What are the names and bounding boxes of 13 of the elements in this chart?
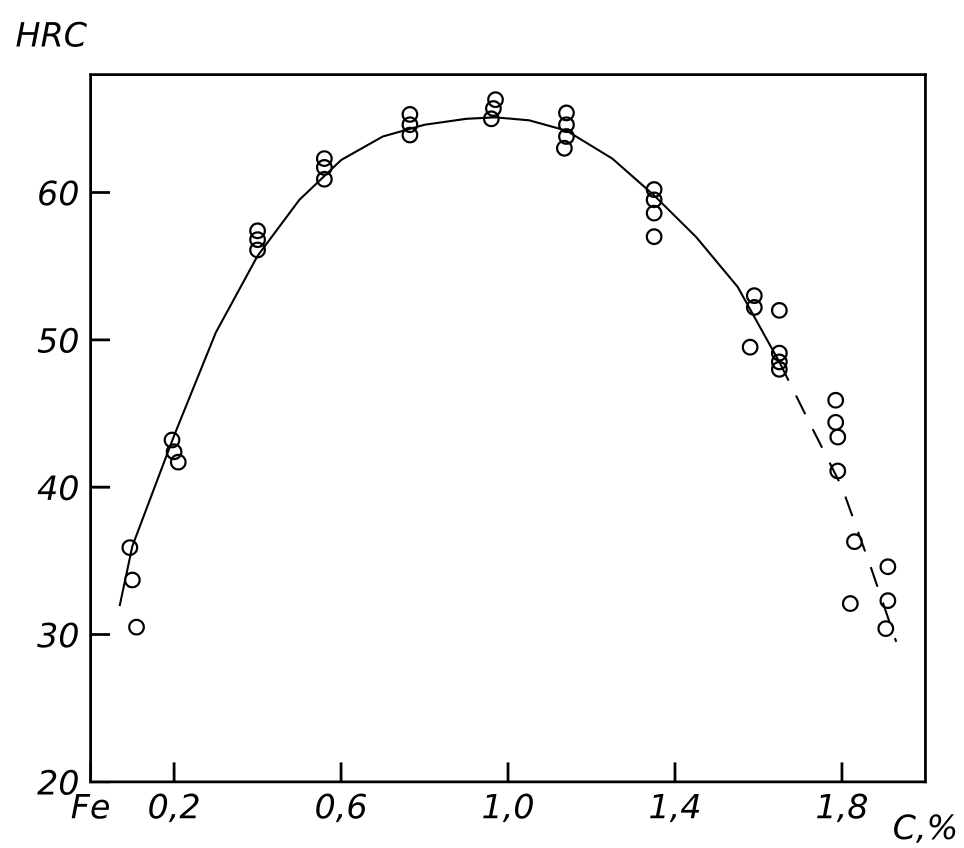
x-tick-label: 0,2 [149,794,199,822]
y-tick-label: 20 [37,770,78,795]
y-tick-label: 30 [37,622,78,648]
x-axis-title: C,% [894,814,956,843]
y-tick-label: 60 [39,180,78,206]
y-tick-label: 40 [38,475,78,500]
y-axis-title: HRC [16,22,87,47]
x-tick-label: 1,0 [483,794,533,822]
x-tick-label: Fe [72,794,109,819]
y-tick-label: 50 [38,328,78,353]
x-tick-label: 0,6 [316,794,366,822]
x-tick-label: 1,4 [650,794,700,822]
x-tick-label: 1,8 [817,794,868,822]
